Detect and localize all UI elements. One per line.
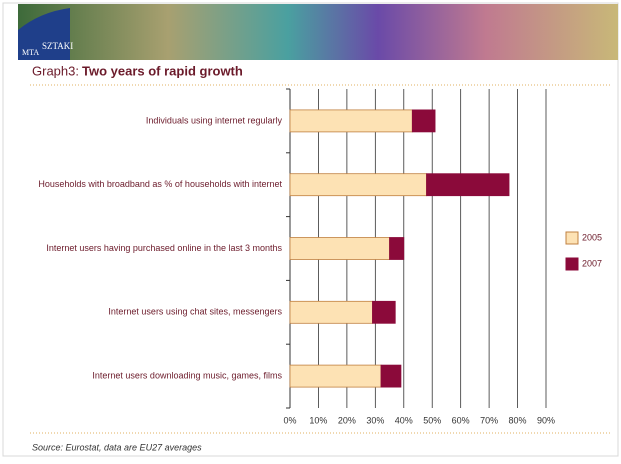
y-tick-label: Households with broadband as % of househ… [38, 179, 282, 189]
x-tick-label: 50% [423, 415, 441, 425]
logo-text: SZTAKI [42, 41, 73, 51]
bar-segment [372, 300, 396, 324]
y-tick-label: Individuals using internet regularly [146, 115, 283, 125]
bar-segment [426, 173, 510, 197]
bar-segment [289, 109, 413, 133]
legend-swatch [565, 231, 579, 245]
y-tick-label: Internet users using chat sites, messeng… [108, 307, 282, 317]
graph-label: Graph3: [32, 63, 79, 78]
legend-label: 2005 [582, 232, 602, 242]
legend-swatch [565, 257, 579, 271]
bar-segment [289, 173, 427, 197]
x-tick-label: 60% [452, 415, 470, 425]
x-tick-label: 70% [480, 415, 498, 425]
x-tick-label: 90% [537, 415, 555, 425]
legend-label: 2007 [582, 258, 602, 268]
source: Source: Eurostat, data are EU27 averages [32, 442, 202, 452]
bar-segment [289, 364, 382, 388]
x-tick-label: 80% [509, 415, 527, 425]
bar-segment [380, 364, 402, 388]
banner [18, 4, 618, 60]
chart-title: Two years of rapid growth [82, 63, 243, 78]
x-tick-label: 30% [366, 415, 384, 425]
frame [2, 2, 619, 457]
bar-segment [389, 237, 405, 260]
bar-segment [289, 300, 373, 324]
y-tick-label: Internet users downloading music, games,… [92, 370, 282, 380]
x-tick-label: 20% [338, 415, 356, 425]
x-tick-label: 0% [283, 415, 296, 425]
bar-segment [411, 109, 436, 133]
logo-shape [18, 8, 70, 60]
x-tick-label: 10% [309, 415, 327, 425]
bar-segment [289, 237, 390, 260]
y-tick-label: Internet users having purchased online i… [46, 243, 282, 253]
x-tick-label: 40% [395, 415, 413, 425]
logo-text: MTA [22, 48, 39, 57]
